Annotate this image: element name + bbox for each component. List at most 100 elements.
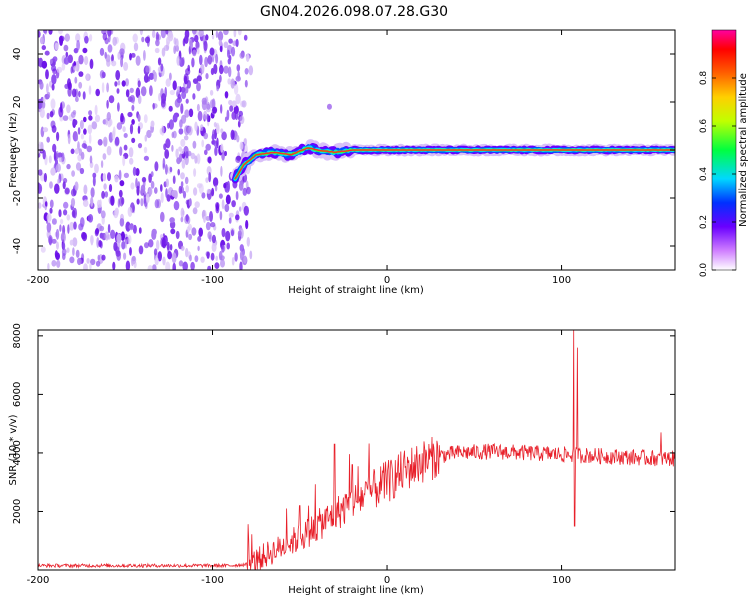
noise-blob — [215, 53, 219, 64]
noise-blob — [194, 201, 200, 209]
noise-blob — [55, 163, 62, 173]
noise-blob — [224, 91, 229, 99]
noise-blob — [95, 88, 100, 97]
noise-blob — [39, 107, 45, 119]
noise-blob — [116, 233, 122, 244]
noise-blob — [246, 236, 250, 247]
noise-blob — [156, 239, 160, 251]
noise-blob — [74, 148, 79, 155]
noise-blob — [38, 30, 41, 38]
noise-blob — [80, 133, 85, 140]
noise-blob — [231, 256, 235, 266]
noise-blob — [122, 126, 126, 133]
noise-blob — [70, 148, 75, 155]
noise-blob — [82, 91, 86, 100]
noise-blob — [243, 34, 248, 41]
noise-blob — [176, 86, 181, 93]
noise-blob — [61, 63, 66, 71]
noise-blob — [119, 180, 125, 187]
spectrogram-noise-region — [38, 30, 254, 270]
colorbar-tick-label: 0.4 — [699, 167, 709, 182]
noise-blob — [213, 63, 218, 75]
noise-blob — [108, 118, 113, 126]
noise-blob — [189, 254, 192, 262]
noise-blob — [135, 55, 141, 66]
noise-blob — [87, 124, 93, 135]
noise-blob — [123, 252, 127, 260]
noise-blob — [219, 45, 223, 53]
noise-blob — [225, 194, 231, 205]
noise-blob — [148, 173, 152, 183]
noise-blob — [218, 39, 223, 47]
noise-blob — [191, 57, 195, 68]
noise-blob — [192, 49, 197, 57]
noise-blob — [169, 166, 173, 173]
noise-blob — [211, 98, 216, 110]
noise-blob — [119, 146, 123, 156]
noise-blob — [137, 114, 141, 122]
noise-blob — [137, 125, 141, 134]
noise-blob — [197, 110, 203, 122]
noise-blob — [236, 135, 240, 143]
noise-blob — [151, 228, 157, 236]
noise-blob — [211, 133, 215, 141]
noise-blob — [148, 239, 154, 248]
noise-blob — [246, 186, 251, 195]
noise-blob — [157, 251, 162, 262]
noise-blob — [184, 86, 189, 94]
noise-blob — [78, 223, 84, 231]
noise-blob — [160, 237, 166, 248]
noise-blob — [130, 52, 136, 58]
noise-blob — [160, 211, 165, 223]
noise-blob — [165, 178, 169, 188]
noise-blob — [145, 193, 150, 204]
noise-blob — [209, 47, 215, 56]
noise-blob — [196, 75, 202, 82]
noise-blob — [90, 258, 96, 266]
noise-blob — [49, 111, 54, 118]
noise-blob — [220, 104, 223, 114]
noise-blob — [86, 145, 93, 153]
noise-blob — [118, 189, 123, 198]
noise-blob — [245, 53, 250, 63]
noise-blob — [89, 155, 93, 164]
noise-blob — [206, 251, 210, 259]
noise-blob — [219, 64, 224, 75]
noise-blob — [172, 80, 177, 91]
noise-blob — [168, 105, 173, 112]
noise-blob — [86, 258, 90, 264]
noise-blob — [228, 212, 234, 218]
noise-blob — [69, 256, 75, 264]
noise-blob — [62, 181, 66, 190]
noise-blob — [119, 48, 125, 56]
noise-blob — [181, 90, 187, 100]
noise-blob — [78, 54, 84, 65]
noise-blob — [144, 242, 149, 249]
noise-blob — [166, 194, 171, 202]
noise-blob — [70, 197, 76, 207]
noise-blob — [188, 108, 194, 118]
snr-x-tick-label: 100 — [552, 575, 571, 586]
spectrogram-x-label: Height of straight line (km) — [288, 285, 424, 296]
noise-blob — [119, 196, 124, 207]
noise-blob — [105, 117, 108, 126]
noise-blob — [236, 155, 242, 161]
noise-blob — [221, 199, 225, 210]
noise-blob — [221, 244, 225, 253]
noise-blob — [177, 93, 181, 100]
noise-blob — [46, 112, 50, 120]
noise-blob — [178, 260, 184, 267]
noise-blob — [48, 30, 53, 35]
noise-blob — [205, 221, 211, 231]
noise-blob — [185, 68, 191, 76]
noise-blob — [129, 87, 134, 94]
noise-blob — [49, 181, 53, 189]
noise-blob — [235, 214, 240, 221]
noise-blob — [102, 173, 107, 182]
noise-blob — [152, 102, 155, 110]
noise-blob — [48, 235, 53, 245]
noise-blob — [40, 141, 44, 152]
noise-blob — [50, 98, 56, 110]
noise-blob — [185, 247, 189, 258]
